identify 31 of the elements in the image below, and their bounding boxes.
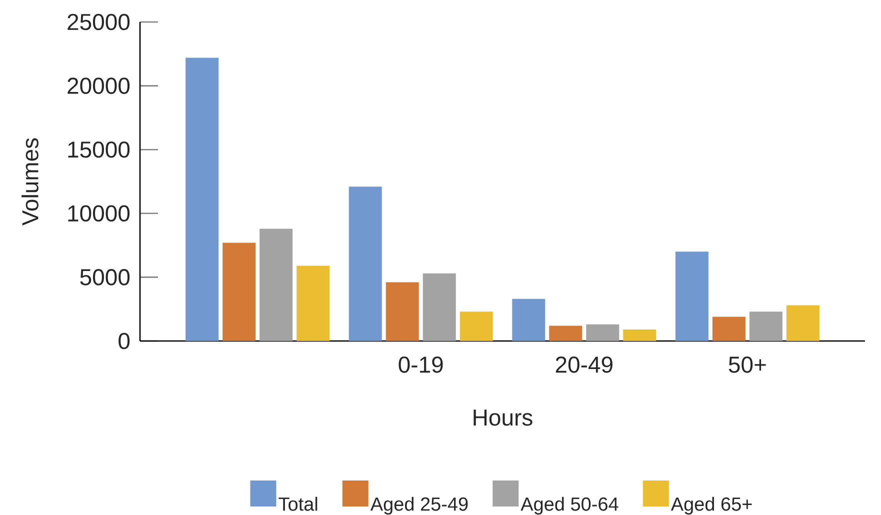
x-tick-label: 0-19 bbox=[398, 356, 443, 373]
y-tick-label: 20000 bbox=[68, 78, 130, 94]
bar bbox=[623, 330, 656, 341]
bar bbox=[712, 316, 746, 341]
bar bbox=[586, 324, 620, 341]
x-tick-label: 50+ bbox=[728, 356, 766, 373]
legend-label: Aged 25-49 bbox=[370, 496, 468, 515]
bar bbox=[260, 228, 293, 341]
y-axis-title: Volumes bbox=[22, 138, 38, 226]
bar bbox=[460, 312, 493, 341]
y-tick-label: 0 bbox=[118, 332, 130, 350]
bar bbox=[422, 273, 456, 341]
legend-label: Aged 50-64 bbox=[520, 496, 618, 515]
bar bbox=[186, 58, 219, 341]
y-tick-label: 10000 bbox=[68, 205, 130, 222]
y-tick-label: 5000 bbox=[80, 269, 130, 286]
legend-label: Aged 65+ bbox=[670, 496, 752, 515]
bar bbox=[296, 266, 330, 341]
bar bbox=[675, 252, 708, 341]
bar bbox=[549, 326, 582, 341]
x-tick-label: 20-49 bbox=[556, 356, 612, 373]
y-tick-label: 25000 bbox=[68, 14, 130, 30]
bar bbox=[348, 186, 382, 341]
legend-label: Total bbox=[278, 496, 318, 511]
bar bbox=[386, 282, 419, 341]
x-axis-title: Hours bbox=[474, 410, 532, 426]
bar bbox=[786, 305, 820, 341]
y-tick-label: 15000 bbox=[68, 141, 130, 158]
bar bbox=[222, 242, 256, 341]
bar bbox=[749, 312, 782, 341]
bar bbox=[512, 298, 546, 341]
